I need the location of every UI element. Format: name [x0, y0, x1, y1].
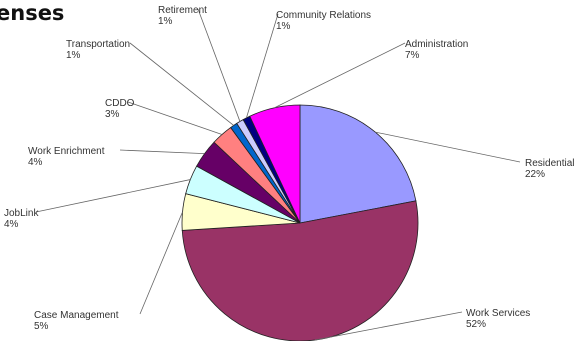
pie-slice-residential	[299, 104, 417, 224]
slice-label-transportation: Transportation	[66, 39, 130, 50]
leader-line-retirement	[197, 8, 241, 122]
slice-value-administration: 7%	[405, 50, 420, 61]
slice-value-transportation: 1%	[66, 50, 81, 61]
slice-label-joblink: JobLink	[4, 208, 39, 219]
slice-label-residential: Residential	[525, 158, 574, 169]
slice-value-residential: 22%	[525, 169, 545, 180]
slice-value-retirement: 1%	[158, 16, 173, 27]
slice-value-joblink: 4%	[4, 219, 19, 230]
leader-line-residential	[375, 131, 521, 163]
slice-label-administration: Administration	[405, 39, 468, 50]
slice-value-work-services: 52%	[466, 319, 486, 330]
pie-slices	[181, 104, 419, 341]
leader-line-community-relations	[246, 13, 279, 118]
slice-label-community-relations: Community Relations	[276, 10, 371, 21]
slice-value-community-relations: 1%	[276, 21, 291, 32]
leader-line-work-services	[314, 311, 463, 341]
slice-label-retirement: Retirement	[158, 5, 207, 16]
chart-title: enses	[0, 1, 64, 25]
leader-line-transportation	[129, 42, 234, 126]
leader-line-cddo	[127, 101, 223, 135]
slice-label-work-enrichment: Work Enrichment	[28, 146, 105, 157]
slice-value-cddo: 3%	[105, 109, 120, 120]
slice-label-work-services: Work Services	[466, 308, 530, 319]
leader-line-joblink	[35, 179, 191, 213]
leader-lines	[35, 8, 521, 341]
slice-value-work-enrichment: 4%	[28, 157, 43, 168]
slice-value-case-management: 5%	[34, 321, 49, 332]
slice-label-case-management: Case Management	[34, 310, 119, 321]
leader-line-case-management	[139, 211, 183, 315]
leader-line-administration	[274, 42, 406, 109]
slice-label-cddo: CDDO	[105, 98, 135, 109]
leader-line-work-enrichment	[119, 149, 205, 155]
